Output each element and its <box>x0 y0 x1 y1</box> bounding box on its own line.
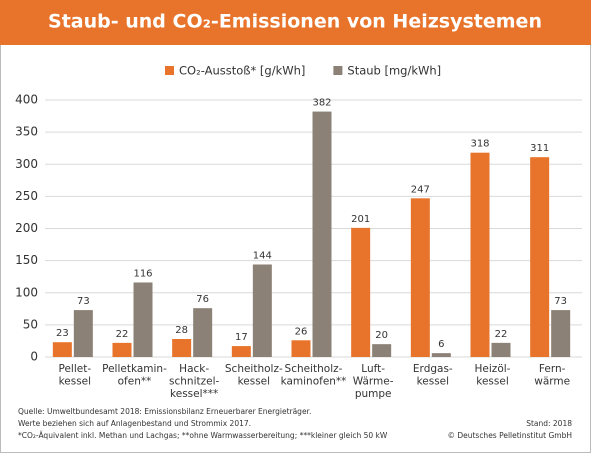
data-label: 73 <box>77 296 90 307</box>
y-tick-label: 0 <box>30 350 38 364</box>
data-label: 311 <box>530 143 549 154</box>
stand: Stand: 2018 <box>526 419 572 428</box>
data-label: 17 <box>235 332 248 343</box>
y-tick-label: 150 <box>15 253 38 267</box>
x-tick-label: kaminofen** <box>281 376 347 388</box>
bar <box>252 264 272 357</box>
y-tick-label: 50 <box>23 317 38 331</box>
x-tick-label: Scheitholz- <box>225 363 283 375</box>
note: *CO₂-Äquivalent inkl. Methan und Lachgas… <box>18 431 388 440</box>
data-label: 144 <box>253 250 272 261</box>
data-label: 22 <box>495 329 508 340</box>
bar <box>530 157 550 357</box>
bar <box>351 227 371 357</box>
legend-label: Staub [mg/kWh] <box>347 64 441 78</box>
y-tick-label: 400 <box>15 93 38 107</box>
x-tick-label: kessel <box>417 376 449 388</box>
x-tick-label: Luft- <box>361 363 385 375</box>
legend-label: CO₂-Ausstoß* [g/kWh] <box>179 64 305 78</box>
x-tick-label: Fern- <box>539 363 566 375</box>
chart-title: Staub- und CO₂-Emissionen von Heizsystem… <box>48 11 542 33</box>
bar <box>133 282 153 357</box>
data-label: 23 <box>56 328 69 339</box>
x-tick-label: ofen** <box>118 376 152 388</box>
bar <box>112 342 132 357</box>
bar <box>172 339 192 357</box>
data-label: 6 <box>438 339 444 350</box>
note: Quelle: Umweltbundesamt 2018: Emissionsb… <box>18 407 311 416</box>
copyright: © Deutsches Pelletinstitut GmbH <box>447 431 572 440</box>
data-label: 26 <box>295 326 308 337</box>
x-tick-label: pumpe <box>355 388 392 400</box>
bar <box>470 152 490 357</box>
data-label: 73 <box>554 296 567 307</box>
y-tick-label: 350 <box>15 125 38 139</box>
legend-swatch <box>165 66 174 75</box>
x-tick-label: Pellet- <box>59 363 92 375</box>
x-tick-label: kessel <box>476 376 508 388</box>
bar <box>52 342 72 357</box>
data-label: 201 <box>351 214 370 225</box>
x-tick-label: Scheitholz- <box>285 363 343 375</box>
bar <box>231 346 251 357</box>
bar <box>551 310 571 357</box>
bar <box>410 198 430 357</box>
x-tick-label: Pelletkamin- <box>102 363 167 375</box>
header-bar <box>0 0 591 45</box>
bar <box>193 308 213 357</box>
x-tick-label: kessel <box>238 376 270 388</box>
data-label: 22 <box>116 329 129 340</box>
note: Werte beziehen sich auf Anlagenbestand u… <box>18 419 251 428</box>
data-label: 247 <box>411 184 430 195</box>
data-label: 76 <box>196 294 209 305</box>
data-label: 116 <box>133 268 152 279</box>
x-tick-label: kessel <box>59 376 91 388</box>
x-tick-label: Heizöl- <box>475 363 511 375</box>
x-tick-label: schnitzel- <box>169 376 219 388</box>
y-tick-label: 100 <box>15 285 38 299</box>
y-tick-label: 200 <box>15 221 38 235</box>
bar <box>491 342 511 357</box>
x-tick-label: Wärme- <box>353 376 394 388</box>
y-tick-label: 250 <box>15 189 38 203</box>
legend-swatch <box>333 66 343 75</box>
data-label: 20 <box>375 330 388 341</box>
bar <box>73 310 93 357</box>
data-label: 28 <box>175 325 188 336</box>
bar <box>372 344 392 357</box>
data-label: 382 <box>312 98 331 109</box>
bar <box>291 340 311 357</box>
bar <box>312 111 332 357</box>
x-tick-label: Hack- <box>179 363 209 375</box>
x-tick-label: wärme <box>534 376 570 388</box>
bar <box>431 353 451 357</box>
data-label: 318 <box>470 139 489 150</box>
x-tick-label: kessel*** <box>170 388 218 400</box>
x-tick-label: Erdgas- <box>413 363 453 375</box>
y-tick-label: 300 <box>15 157 38 171</box>
